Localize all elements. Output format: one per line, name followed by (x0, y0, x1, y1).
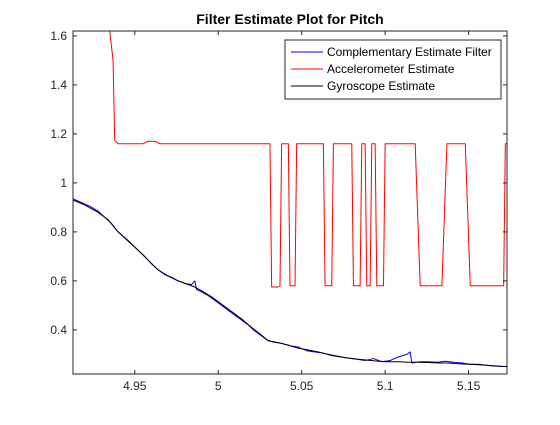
x-tick-label: 5.05 (290, 379, 314, 393)
axes-box (72, 30, 508, 375)
x-tick-label: 4.95 (123, 379, 147, 393)
y-tick-label: 1 (60, 176, 67, 190)
y-tick-label: 1.4 (50, 78, 67, 92)
legend-label-1: Accelerometer Estimate (327, 62, 455, 76)
x-tick-label: 5.1 (377, 379, 394, 393)
x-tick-label: 5.15 (457, 379, 481, 393)
y-tick-label: 0.8 (50, 225, 67, 239)
y-tick-label: 1.6 (50, 29, 67, 43)
series-line-1 (109, 31, 507, 288)
series-layer (73, 31, 507, 368)
y-tick-label: 0.4 (50, 323, 67, 337)
legend: Complementary Estimate Filter Acceleromet… (284, 39, 502, 100)
y-tick-label: 0.6 (50, 274, 67, 288)
axes-layer: 4.95 5 5.05 5.1 5.15 0.4 0.6 0.8 1 1.2 1.4 1.6 (50, 29, 508, 393)
series-line-2 (73, 199, 507, 368)
y-tick-label: 1.2 (50, 127, 67, 141)
chart-title: Filter Estimate Plot for Pitch (196, 11, 383, 27)
x-tick-label: 5 (215, 379, 222, 393)
legend-label-2: Gyroscope Estimate (327, 79, 435, 93)
legend-label-0: Complementary Estimate Filter (327, 45, 492, 59)
